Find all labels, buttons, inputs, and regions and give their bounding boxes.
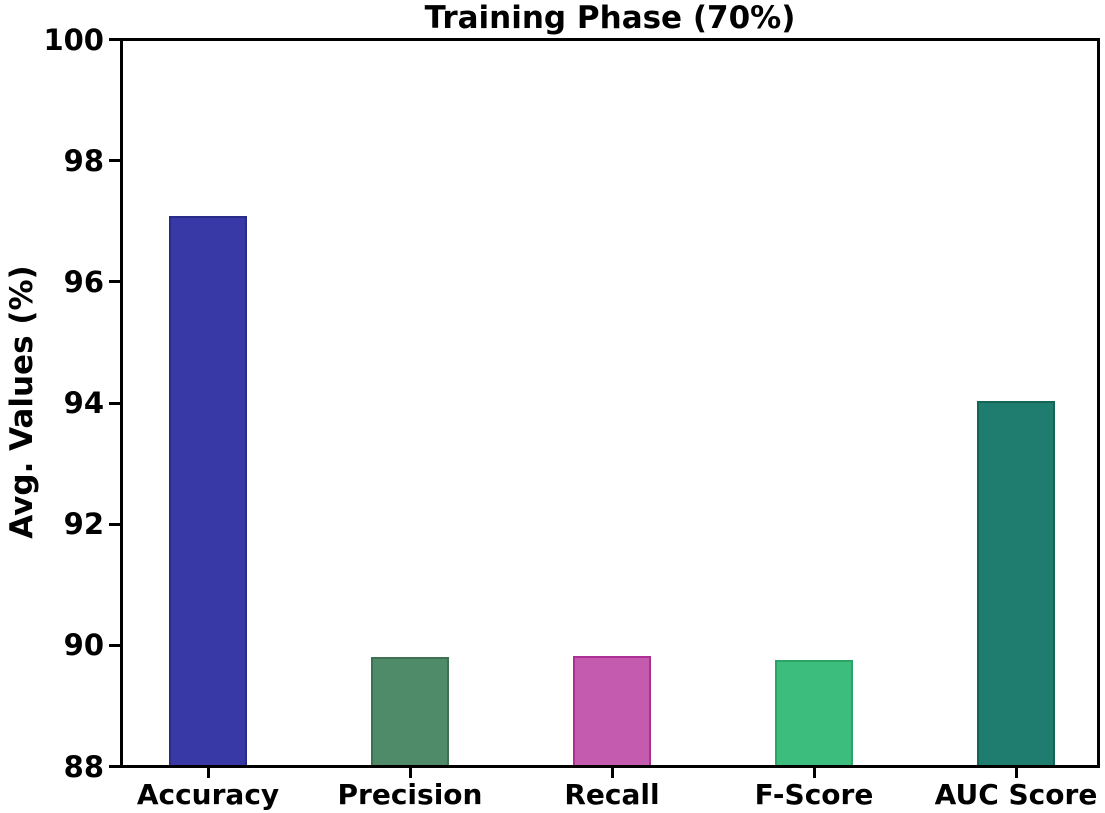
x-tick-mark bbox=[812, 768, 816, 778]
y-tick-label: 90 bbox=[63, 628, 104, 663]
bar-recall bbox=[573, 656, 651, 765]
x-tick-mark bbox=[610, 768, 614, 778]
x-tick-mark bbox=[1014, 768, 1018, 778]
y-tick-label: 94 bbox=[63, 386, 104, 420]
y-tick-mark bbox=[109, 280, 120, 284]
y-tick-label: 100 bbox=[43, 22, 104, 57]
y-tick-mark bbox=[109, 765, 120, 768]
x-category-label: Precision bbox=[337, 778, 483, 811]
y-tick-mark bbox=[109, 38, 120, 41]
plot-area bbox=[120, 38, 1100, 768]
y-tick-label: 98 bbox=[63, 143, 104, 178]
x-category-label: F-Score bbox=[754, 778, 874, 811]
bar-auc-score bbox=[977, 401, 1055, 765]
y-tick-mark bbox=[109, 401, 120, 405]
y-tick-label: 96 bbox=[63, 264, 104, 299]
y-tick-label: 88 bbox=[63, 749, 104, 784]
x-tick-mark bbox=[206, 768, 210, 778]
x-category-label: AUC Score bbox=[934, 778, 1098, 811]
bar-accuracy bbox=[169, 216, 247, 765]
x-tick-mark bbox=[408, 768, 412, 778]
x-category-label: Accuracy bbox=[136, 778, 280, 811]
bar-f-score bbox=[775, 660, 853, 765]
y-tick-mark bbox=[109, 643, 120, 647]
y-tick-label: 92 bbox=[63, 507, 104, 542]
x-category-label: Recall bbox=[564, 778, 660, 811]
y-tick-mark bbox=[109, 159, 120, 163]
y-tick-mark bbox=[109, 522, 120, 526]
chart-title: Training Phase (70%) bbox=[424, 0, 796, 36]
bar-precision bbox=[371, 657, 449, 765]
